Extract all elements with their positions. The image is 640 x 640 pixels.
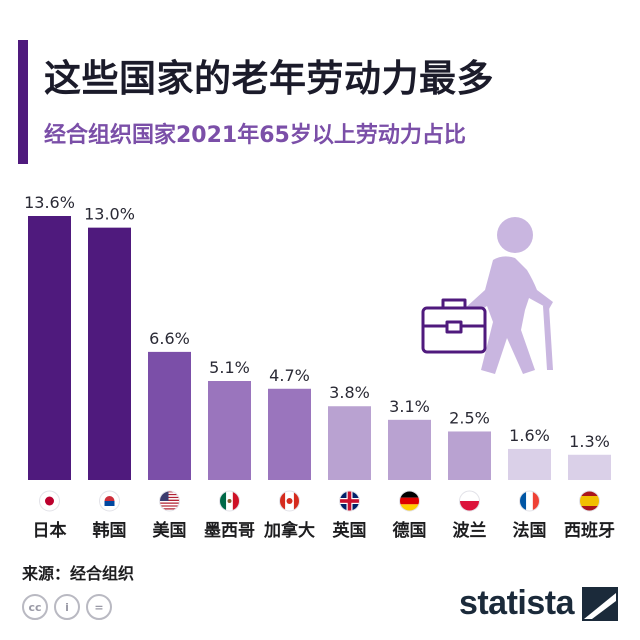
spain-flag-icon xyxy=(579,490,600,512)
japan-flag-icon xyxy=(39,490,60,512)
source-note: 来源：经合组织 xyxy=(22,564,135,583)
value-label-8: 2.5% xyxy=(449,408,490,427)
france-flag-ring xyxy=(519,490,540,512)
korea-flag-icon xyxy=(99,490,120,512)
value-label-7: 3.1% xyxy=(389,397,430,416)
brand-name: statista xyxy=(458,584,575,622)
statista-logo[interactable]: statista xyxy=(459,584,618,623)
usa-flag-icon xyxy=(159,490,180,512)
category-label-9: 法国 xyxy=(513,520,547,541)
title-accent-bar xyxy=(18,40,28,164)
nd-icon[interactable]: = xyxy=(86,594,112,620)
category-label-7: 德国 xyxy=(393,520,427,541)
chart-subtitle: 经合组织国家2021年65岁以上劳动力占比 xyxy=(44,123,466,148)
bar-10 xyxy=(568,454,611,480)
value-label-4: 5.1% xyxy=(209,358,250,377)
bar-8 xyxy=(448,431,491,480)
bar-7 xyxy=(388,419,431,480)
value-label-6: 3.8% xyxy=(329,383,370,402)
bar-5 xyxy=(268,388,311,480)
bar-6 xyxy=(328,406,371,480)
canada-flag-icon xyxy=(279,490,300,512)
category-label-4: 墨西哥 xyxy=(204,521,255,541)
poland-flag-icon xyxy=(459,490,480,512)
bar-2 xyxy=(88,227,131,480)
chart-title: 这些国家的老年劳动力最多 xyxy=(44,57,494,100)
value-label-1: 13.6% xyxy=(24,193,75,212)
category-label-5: 加拿大 xyxy=(263,520,315,541)
bar-chart: 13.6% 日本 13.0% 韩国 6.6% 美国 5.1% 墨西哥 4.7% 加拿大 3.8% 英国… xyxy=(24,193,615,541)
bar-4 xyxy=(208,381,251,480)
value-label-10: 1.3% xyxy=(569,432,610,451)
value-label-3: 6.6% xyxy=(149,329,190,348)
license-icons: cc i = xyxy=(22,594,112,620)
france-flag-icon xyxy=(519,490,540,512)
canada-flag-ring xyxy=(279,490,300,512)
elderly-worker-icon xyxy=(421,217,553,374)
usa-flag-ring xyxy=(159,490,180,512)
cc-icon[interactable]: cc xyxy=(22,594,48,620)
value-label-5: 4.7% xyxy=(269,366,310,385)
category-label-6: 英国 xyxy=(333,520,367,541)
value-label-9: 1.6% xyxy=(509,426,550,445)
statista-mark-icon xyxy=(582,586,618,621)
korea-flag-ring xyxy=(99,490,120,512)
by-icon[interactable]: i xyxy=(54,594,80,620)
uk-flag-icon xyxy=(339,490,360,512)
category-label-3: 美国 xyxy=(153,520,187,541)
value-label-2: 13.0% xyxy=(84,205,135,224)
category-label-2: 韩国 xyxy=(93,520,127,541)
category-label-8: 波兰 xyxy=(453,520,487,541)
bar-3 xyxy=(148,351,191,480)
category-label-1: 日本 xyxy=(33,520,67,541)
germany-flag-ring xyxy=(399,490,420,512)
germany-flag-icon xyxy=(399,490,420,512)
uk-flag-ring xyxy=(339,490,360,512)
bar-1 xyxy=(28,216,71,480)
poland-flag-ring xyxy=(459,490,480,512)
spain-flag-ring xyxy=(579,490,600,512)
mexico-flag-icon xyxy=(219,490,240,512)
bar-9 xyxy=(508,448,551,480)
category-label-10: 西班牙 xyxy=(564,521,615,541)
japan-flag-ring xyxy=(39,490,60,512)
mexico-flag-ring xyxy=(219,490,240,512)
